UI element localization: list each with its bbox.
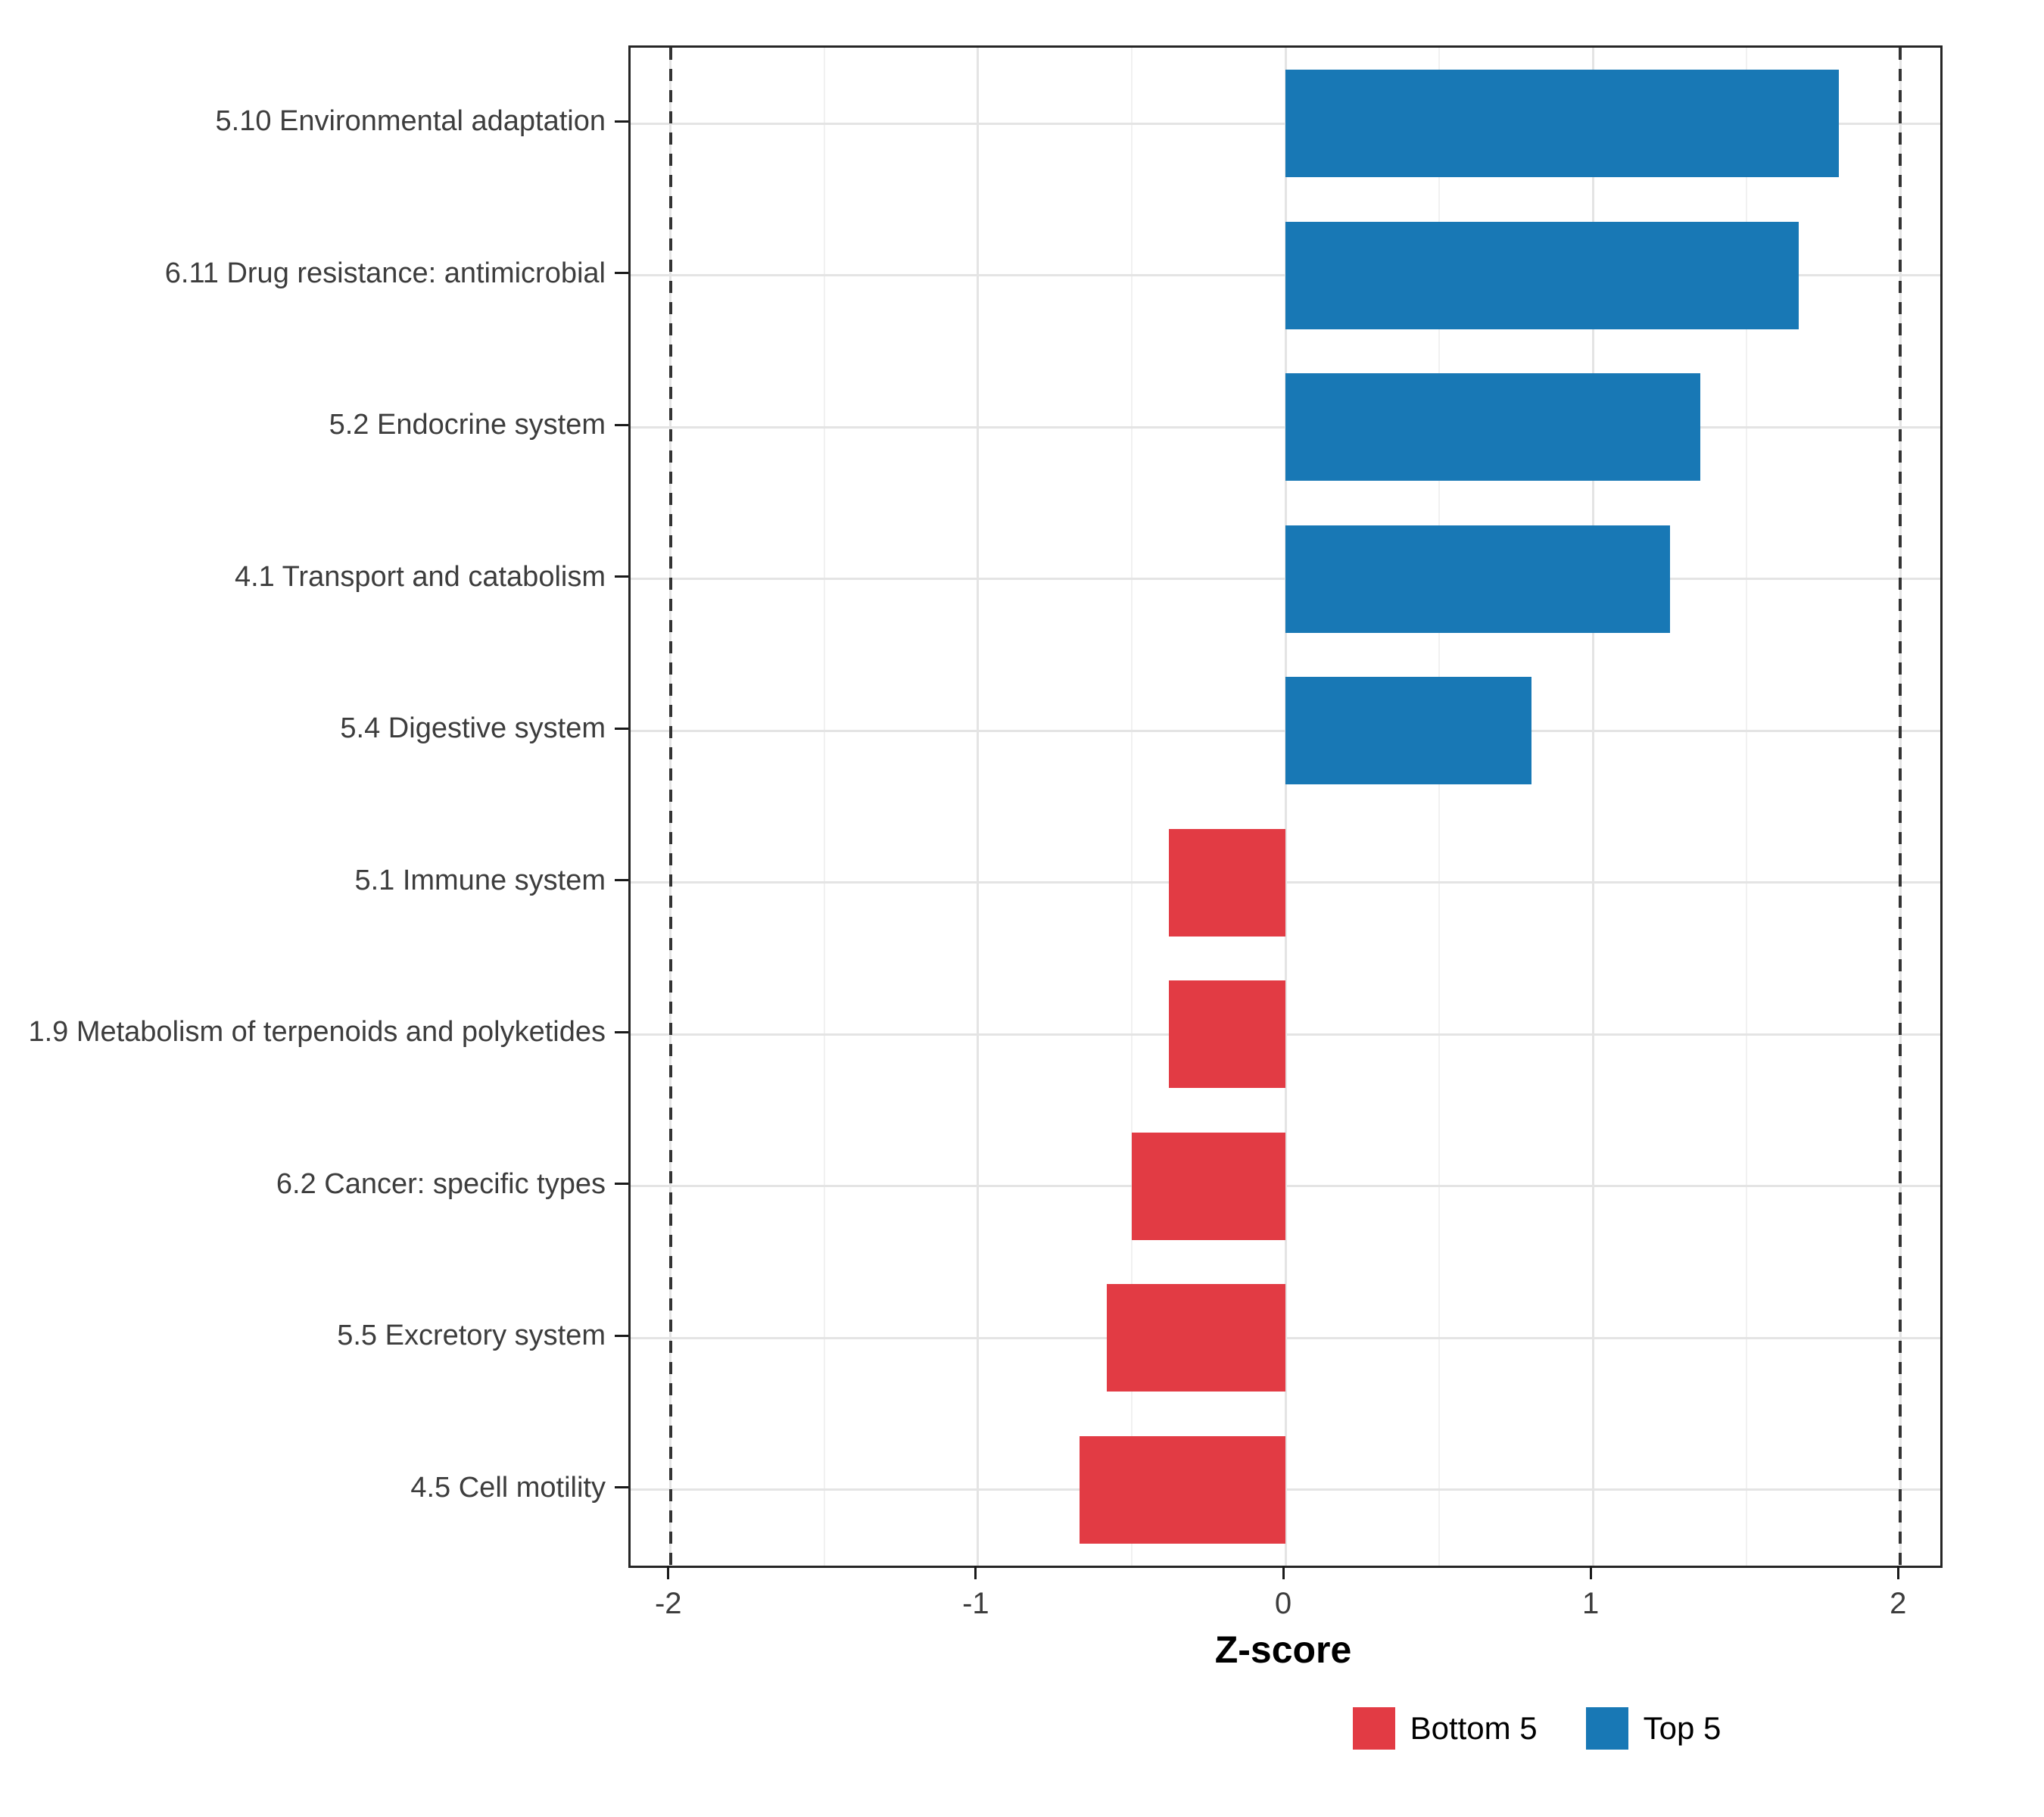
x-tick-mark [1896, 1566, 1899, 1579]
y-tick-mark [615, 272, 628, 275]
y-tick-mark [615, 1334, 628, 1337]
bar-5-10-environmental-adaptation [1285, 70, 1839, 178]
y-tick-mark [615, 879, 628, 882]
gridline-horizontal [631, 1336, 1940, 1339]
y-tick-label: 6.2 Cancer: specific types [276, 1167, 606, 1200]
y-tick-label: 5.2 Endocrine system [329, 409, 606, 441]
y-tick-label: 1.9 Metabolism of terpenoids and polyket… [28, 1016, 606, 1049]
x-tick-mark [974, 1566, 977, 1579]
y-tick-label: 5.4 Digestive system [340, 712, 606, 745]
bar-5-5-excretory-system [1107, 1284, 1285, 1392]
gridline-minor [1746, 48, 1748, 1566]
bar-5-2-endocrine-system [1285, 373, 1701, 482]
bar-4-1-transport-and-catabolism [1285, 525, 1670, 633]
x-tick-label: 1 [1581, 1587, 1600, 1620]
legend-item-top-5: Top 5 [1585, 1707, 1722, 1750]
y-tick-label: 5.5 Excretory system [337, 1320, 606, 1352]
gridline-major [1284, 48, 1287, 1566]
bar-5-4-digestive-system [1285, 677, 1531, 785]
x-tick-label: 2 [1890, 1587, 1907, 1620]
legend: Bottom 5 Top 5 [1007, 1707, 2044, 1750]
y-tick-mark [615, 423, 628, 426]
legend-label: Bottom 5 [1410, 1710, 1538, 1746]
legend-item-bottom-5: Bottom 5 [1352, 1707, 1538, 1750]
y-tick-mark [615, 1183, 628, 1186]
y-tick-label: 6.11 Drug resistance: antimicrobial [164, 257, 606, 289]
x-tick-mark [667, 1566, 670, 1579]
reference-line-dashed [1899, 48, 1902, 1566]
gridline-minor [823, 48, 825, 1566]
legend-label: Top 5 [1643, 1710, 1722, 1746]
y-tick-mark [615, 727, 628, 730]
gridline-horizontal [631, 1488, 1940, 1491]
x-axis-title: Z-score [1214, 1628, 1352, 1671]
y-tick-mark [615, 120, 628, 123]
gridline-horizontal [631, 1185, 1940, 1188]
bar-5-1-immune-system [1168, 828, 1285, 937]
gridline-minor [1438, 48, 1441, 1566]
plot-panel [628, 45, 1943, 1568]
bar-6-2-cancer-specific-types [1131, 1132, 1285, 1240]
gridline-horizontal [631, 1033, 1940, 1036]
y-tick-label: 5.10 Environmental adaptation [215, 105, 606, 138]
y-tick-label: 4.1 Transport and catabolism [234, 560, 606, 593]
x-tick-label: -1 [962, 1587, 989, 1620]
y-tick-mark [615, 575, 628, 578]
gridline-horizontal [631, 881, 1940, 884]
gridline-minor [1130, 48, 1133, 1566]
x-tick-mark [1589, 1566, 1592, 1579]
x-tick-label: -2 [654, 1587, 682, 1620]
x-tick-label: 0 [1274, 1587, 1292, 1620]
y-tick-label: 5.1 Immune system [354, 864, 606, 896]
gridline-major [1591, 48, 1594, 1566]
x-tick-mark [1282, 1566, 1285, 1579]
bar-6-11-drug-resistance-antimicrobial [1285, 221, 1799, 329]
y-tick-mark [615, 1030, 628, 1033]
legend-swatch [1585, 1707, 1628, 1750]
legend-swatch [1352, 1707, 1395, 1750]
bar-4-5-cell-motility [1079, 1435, 1285, 1544]
bar-1-9-metabolism-of-terpenoids-and-polyketides [1168, 980, 1285, 1089]
gridline-major [977, 48, 980, 1566]
reference-line-dashed [668, 48, 672, 1566]
y-tick-mark [615, 1486, 628, 1489]
y-tick-label: 4.5 Cell motility [410, 1471, 606, 1504]
